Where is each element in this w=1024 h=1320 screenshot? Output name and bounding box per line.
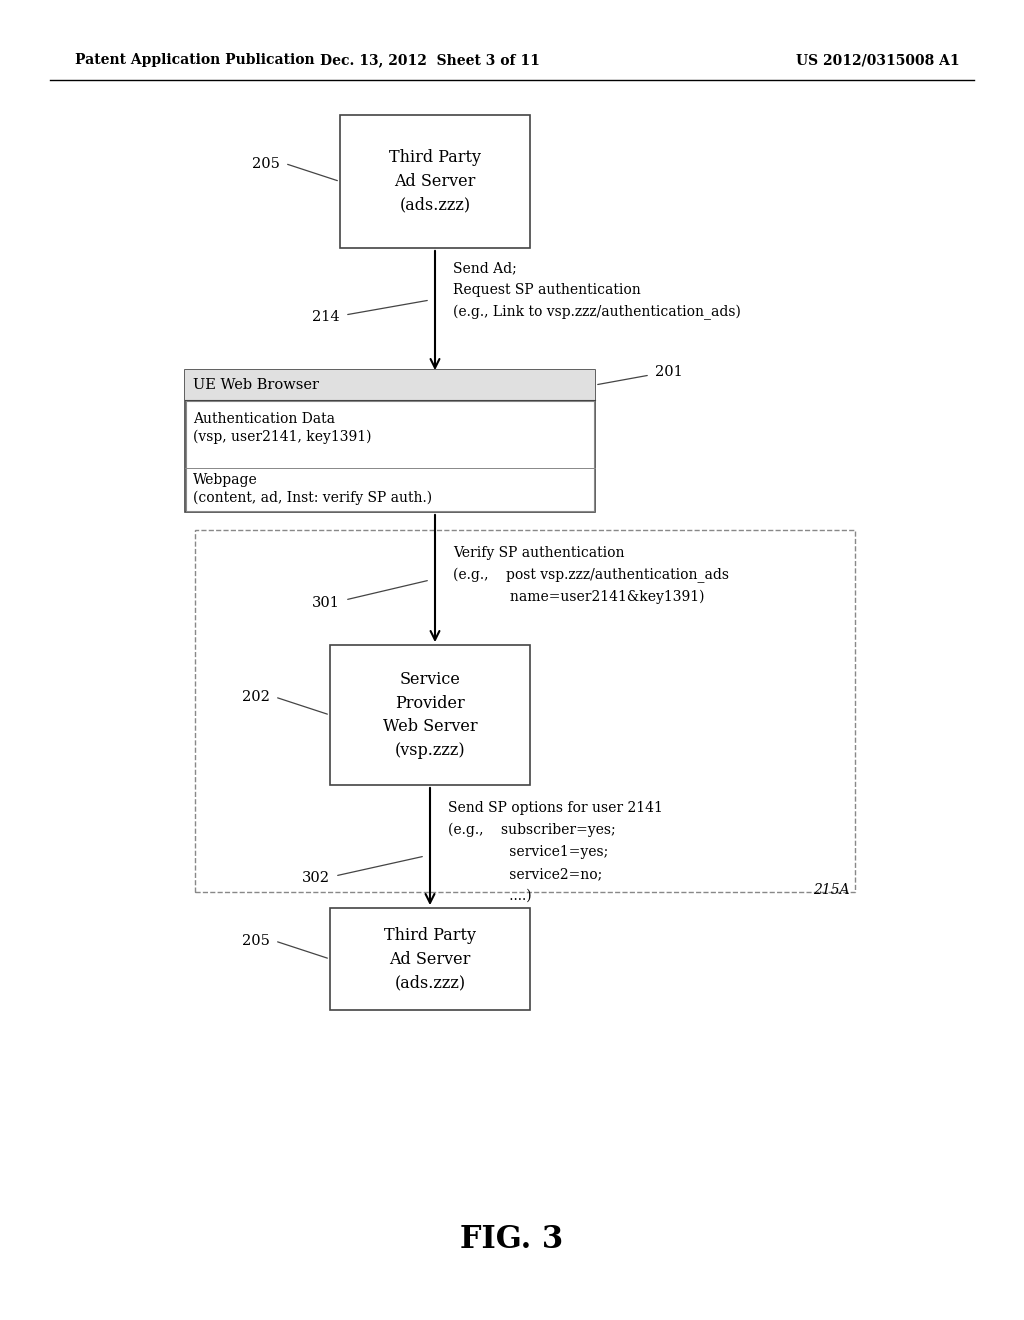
Text: (e.g.,    post vsp.zzz/authentication_ads: (e.g., post vsp.zzz/authentication_ads — [453, 568, 729, 582]
Bar — [185, 370, 595, 400]
Text: 205: 205 — [242, 935, 270, 948]
Text: Authentication Data: Authentication Data — [193, 412, 335, 426]
Text: UE Web Browser: UE Web Browser — [193, 378, 319, 392]
Bar — [330, 645, 530, 785]
Text: service1=yes;: service1=yes; — [449, 845, 608, 859]
Text: 215A: 215A — [813, 883, 850, 898]
Text: ....): ....) — [449, 888, 531, 903]
Text: Send Ad;: Send Ad; — [453, 261, 517, 275]
Text: Patent Application Publication: Patent Application Publication — [75, 53, 314, 67]
Text: (vsp, user2141, key1391): (vsp, user2141, key1391) — [193, 430, 372, 445]
Text: Service
Provider
Web Server
(vsp.zzz): Service Provider Web Server (vsp.zzz) — [383, 672, 477, 759]
Text: Webpage: Webpage — [193, 473, 258, 487]
Bar — [195, 531, 855, 892]
Text: name=user2141&key1391): name=user2141&key1391) — [453, 590, 705, 605]
Text: FIG. 3: FIG. 3 — [461, 1225, 563, 1255]
Text: Request SP authentication: Request SP authentication — [453, 282, 641, 297]
Text: 302: 302 — [302, 871, 330, 884]
Bar — [330, 908, 530, 1010]
Text: (e.g.,    subscriber=yes;: (e.g., subscriber=yes; — [449, 822, 615, 837]
Text: 214: 214 — [312, 310, 340, 323]
Text: 205: 205 — [252, 157, 280, 170]
Bar — [186, 401, 594, 511]
Text: US 2012/0315008 A1: US 2012/0315008 A1 — [797, 53, 961, 67]
Text: (content, ad, Inst: verify SP auth.): (content, ad, Inst: verify SP auth.) — [193, 491, 432, 506]
Bar — [185, 370, 595, 512]
Text: service2=no;: service2=no; — [449, 867, 602, 880]
Text: Dec. 13, 2012  Sheet 3 of 11: Dec. 13, 2012 Sheet 3 of 11 — [321, 53, 540, 67]
Text: Third Party
Ad Server
(ads.zzz): Third Party Ad Server (ads.zzz) — [384, 927, 476, 991]
Bar — [340, 115, 530, 248]
Text: 202: 202 — [242, 690, 270, 704]
Text: Verify SP authentication: Verify SP authentication — [453, 546, 625, 560]
Text: Send SP options for user 2141: Send SP options for user 2141 — [449, 801, 663, 814]
Text: 301: 301 — [312, 597, 340, 610]
Text: Third Party
Ad Server
(ads.zzz): Third Party Ad Server (ads.zzz) — [389, 149, 481, 214]
Text: 201: 201 — [655, 366, 683, 379]
Text: (e.g., Link to vsp.zzz/authentication_ads): (e.g., Link to vsp.zzz/authentication_ad… — [453, 305, 741, 319]
